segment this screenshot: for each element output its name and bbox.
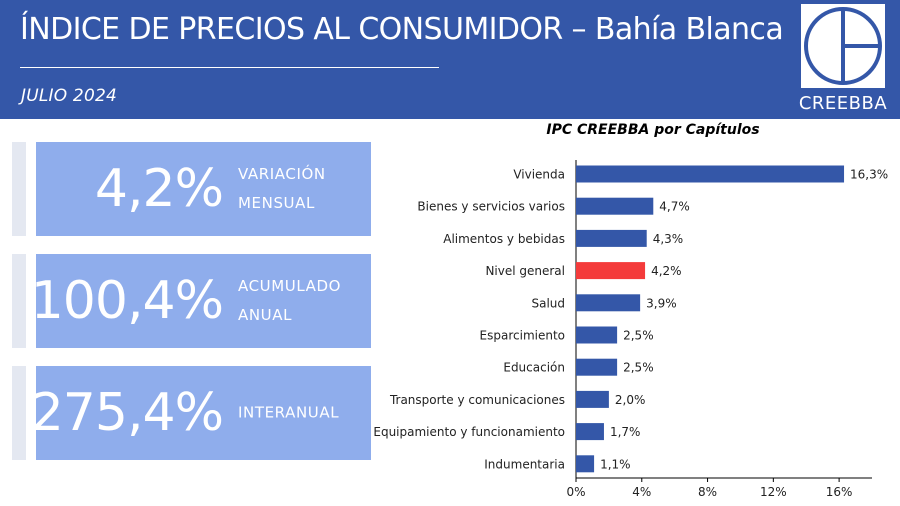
- kpi-monthly-variation: 4,2% VARIACIÓN MENSUAL: [36, 142, 371, 236]
- data-label: 3,9%: [646, 296, 677, 310]
- header-banner: ÍNDICE DE PRECIOS AL CONSUMIDOR – Bahía …: [0, 0, 900, 119]
- bar: [576, 358, 618, 376]
- x-tick-label: 16%: [826, 485, 853, 499]
- category-label: Indumentaria: [484, 457, 565, 471]
- kpi-accumulated-annual: 100,4% ACUMULADO ANUAL: [31, 254, 371, 348]
- bar: [576, 165, 845, 183]
- kpi-shadow: [12, 142, 26, 236]
- kpi-value: 100,4%: [30, 271, 224, 331]
- kpi-label-line: INTERANUAL: [238, 403, 340, 422]
- data-label: 4,7%: [659, 200, 690, 214]
- data-label: 2,5%: [623, 361, 654, 375]
- chart-title: IPC CREEBBA por Capítulos: [546, 122, 760, 138]
- kpi-year-over-year: 275,4% INTERANUAL: [31, 366, 371, 460]
- kpi-value: 4,2%: [94, 159, 224, 219]
- x-tick-label: 8%: [698, 485, 717, 499]
- title-divider: [20, 67, 439, 68]
- category-label: Transporte y comunicaciones: [389, 393, 565, 407]
- data-label: 4,3%: [653, 232, 684, 246]
- bar: [576, 229, 647, 247]
- x-tick-label: 12%: [760, 485, 787, 499]
- data-label: 1,7%: [610, 425, 641, 439]
- category-label: Salud: [531, 296, 565, 310]
- kpi-shadow: [12, 366, 26, 460]
- logo-wordmark: CREEBBA: [798, 93, 888, 114]
- data-label: 16,3%: [850, 168, 888, 182]
- data-label: 2,0%: [615, 393, 646, 407]
- kpi-value: 275,4%: [30, 383, 224, 443]
- bar: [576, 326, 618, 344]
- data-label: 1,1%: [600, 457, 631, 471]
- x-tick-label: 0%: [566, 485, 585, 499]
- kpi-label-line: ACUMULADO: [238, 277, 342, 295]
- category-label: Educación: [503, 361, 565, 375]
- kpi-shadow: [12, 254, 26, 348]
- bar: [576, 423, 604, 441]
- category-label: Esparcimiento: [480, 329, 565, 343]
- category-label: Equipamiento y funcionamiento: [373, 425, 565, 439]
- page-title: ÍNDICE DE PRECIOS AL CONSUMIDOR – Bahía …: [20, 12, 784, 47]
- x-tick-label: 4%: [632, 485, 651, 499]
- category-label: Vivienda: [513, 168, 565, 182]
- kpi-label-line: MENSUAL: [238, 194, 315, 212]
- category-label: Alimentos y bebidas: [443, 232, 565, 246]
- creebba-logo-icon: [801, 4, 885, 88]
- kpi-label: ACUMULADO ANUAL: [238, 272, 341, 330]
- bar: [576, 197, 654, 215]
- data-label: 4,2%: [651, 264, 682, 278]
- category-label: Bienes y servicios varios: [417, 200, 565, 214]
- kpi-label-line: ANUAL: [238, 306, 293, 324]
- bar: [576, 262, 646, 280]
- report-period: JULIO 2024: [21, 86, 117, 106]
- kpi-label: VARIACIÓN MENSUAL: [238, 160, 326, 218]
- kpi-label: INTERANUAL: [238, 399, 339, 428]
- data-label: 2,5%: [623, 329, 654, 343]
- bar: [576, 294, 641, 312]
- kpi-label-line: VARIACIÓN: [238, 165, 326, 183]
- bar: [576, 390, 609, 408]
- category-label: Nivel general: [485, 264, 565, 278]
- bar: [576, 455, 595, 473]
